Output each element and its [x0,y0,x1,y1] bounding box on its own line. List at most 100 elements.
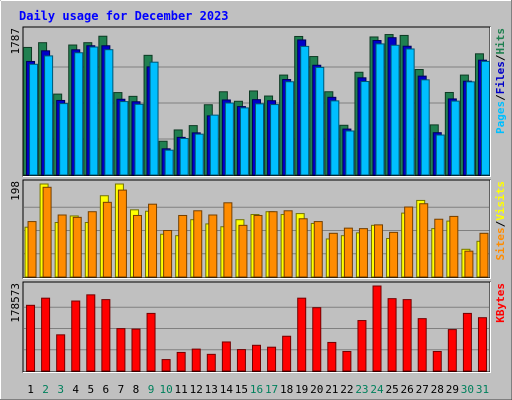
bar-sites [193,210,203,278]
bar-pages [209,114,219,176]
x-tick-labels: 1 2 3 4 5 6 7 8 9 10 11 12 13 14 15 16 17 18 19 20 21 22 23 24 2… [27,383,489,396]
bar-sites [57,214,67,278]
x-tick-label: 19 [295,383,308,396]
x-tick-label: 11 [175,383,188,396]
bar-kbytes [191,348,201,372]
x-tick-label: 24 [370,383,384,396]
bar-sites [313,221,323,278]
bar-kbytes [41,297,51,372]
bar-pages [104,49,114,176]
bar-sites [464,250,474,278]
bar-pages [74,52,84,176]
legend-part: KBytes [494,283,507,323]
bar-kbytes [131,328,141,372]
bar-pages [194,133,204,176]
legend-part: / [494,94,507,101]
series-legend-label: Sites/Visits [494,181,507,261]
x-tick-label: 20 [310,383,323,396]
x-tick-label: 9 [148,383,155,396]
bar-sites [479,232,489,278]
bar-pages [435,134,445,176]
bar-kbytes [477,317,487,372]
bar-pages [360,81,370,176]
x-tick-label: 4 [72,383,79,396]
x-tick-label: 23 [355,383,368,396]
bar-kbytes [161,359,171,372]
panel-kbytes: 178573 KBytes [9,281,507,373]
bar-kbytes [267,346,277,372]
bar-kbytes [56,334,66,372]
bar-pages [119,101,129,176]
bar-kbytes [432,350,442,372]
legend-part: Sites [494,227,507,260]
bar-sites [163,230,173,278]
x-tick-label: 2 [42,383,49,396]
bar-pages [29,63,39,176]
bar-sites [72,216,82,278]
bar-sites [374,224,384,278]
bar-kbytes [297,297,307,372]
x-tick-label: 16 [250,383,263,396]
bar-pages [315,66,325,176]
chart-panels: 1787Pages/Files/Hits198Sites/Visits17857… [9,26,507,373]
x-tick-label: 29 [446,383,459,396]
bar-sites [102,201,112,278]
panel-visits_sites: 198 Sites/Visits [9,179,507,279]
bar-sites [419,203,429,278]
bar-sites [117,189,127,278]
x-tick-label: 6 [103,383,110,396]
bar-pages [270,104,280,176]
legend-part: Files [494,61,507,94]
legend-part: / [494,54,507,61]
bar-sites [27,221,37,278]
x-tick-label: 28 [431,383,444,396]
bar-pages [465,81,475,176]
x-tick-label: 27 [416,383,429,396]
bar-sites [208,214,218,278]
bar-sites [434,218,444,278]
bar-kbytes [26,304,36,372]
bar-sites [253,214,263,278]
series-legend-label: KBytes [494,283,507,323]
bar-sites [238,224,248,278]
scale-label: 178573 [9,283,22,323]
chart-title: Daily usage for December 2023 [19,9,229,23]
bar-sites [87,211,97,278]
scale-label: 198 [9,181,22,201]
bar-kbytes [372,285,382,372]
bar-sites [132,214,142,278]
bar-kbytes [357,320,367,372]
bar-kbytes [206,353,216,372]
x-tick-label: 26 [401,383,414,396]
x-tick-label: 12 [190,383,203,396]
bar-sites [283,210,293,278]
bar-kbytes [71,300,81,372]
bar-pages [345,130,355,176]
bar-sites [42,186,52,278]
bar-sites [148,203,158,278]
bar-kbytes [417,318,427,372]
bar-kbytes [252,344,261,372]
legend-part: / [494,220,507,227]
legend-part: Pages [494,101,507,134]
x-tick-label: 18 [280,383,293,396]
bar-sites [389,231,399,278]
x-tick-label: 15 [235,383,248,396]
x-tick-label: 17 [265,383,278,396]
bar-pages [149,61,159,176]
bar-pages [224,102,234,176]
bar-sites [298,218,308,278]
bar-kbytes [101,299,111,372]
bar-pages [164,149,174,176]
x-tick-label: 7 [118,383,125,396]
bar-pages [405,48,415,176]
bar-kbytes [462,312,472,372]
x-tick-label: 13 [205,383,218,396]
bar-pages [300,45,310,176]
bar-kbytes [342,350,352,372]
series-legend-label: Pages/Files/Hits [494,28,507,134]
legend-part: Visits [494,181,507,221]
bar-kbytes [447,329,457,372]
